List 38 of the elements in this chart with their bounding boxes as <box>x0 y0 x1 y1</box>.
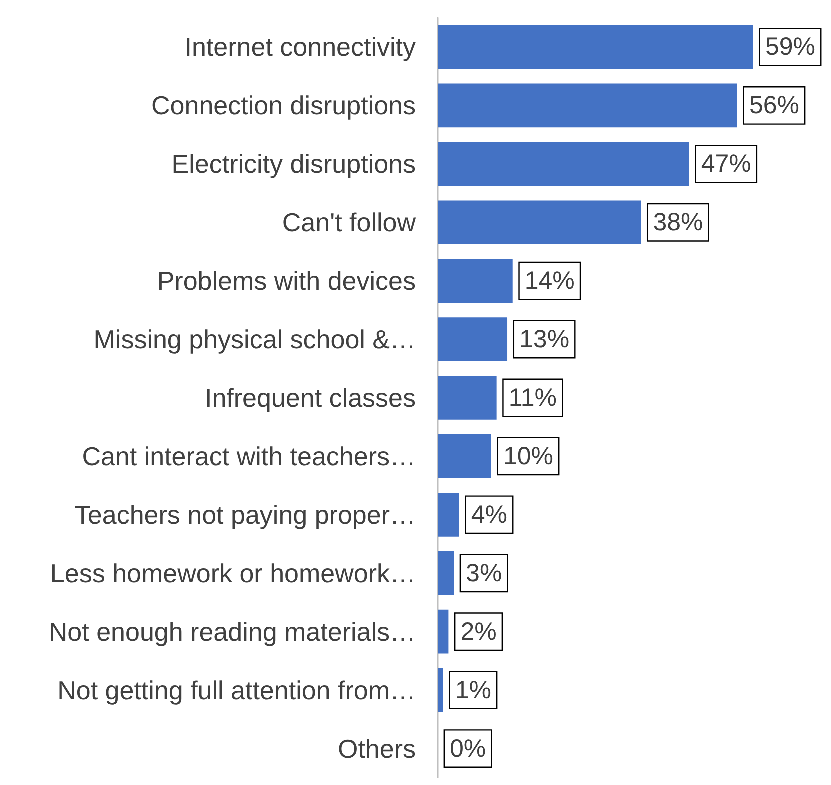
bar <box>438 493 460 537</box>
bar <box>438 142 690 186</box>
bar <box>438 434 492 478</box>
data-label: 11% <box>508 384 558 412</box>
y-tick-label: Teachers not paying proper… <box>74 500 416 530</box>
data-label: 47% <box>701 150 752 178</box>
data-label: 1% <box>455 676 492 704</box>
data-label: 38% <box>653 208 704 237</box>
y-tick-label: Cant interact with teachers… <box>82 441 416 472</box>
bar <box>438 318 508 362</box>
y-tick-label: Can't follow <box>282 208 416 238</box>
y-tick-label: Infrequent classes <box>204 383 416 413</box>
y-tick-label: Connection disruptions <box>152 90 416 121</box>
y-tick-label: Internet connectivity <box>184 32 416 62</box>
data-label: 3% <box>466 559 502 588</box>
data-label: 0% <box>450 734 486 763</box>
data-label: 59% <box>765 33 816 62</box>
y-tick-label: Electricity disruptions <box>172 149 416 180</box>
bar <box>438 259 513 303</box>
bar <box>438 376 497 420</box>
y-tick-label: Problems with devices <box>157 266 416 296</box>
data-label: 56% <box>749 92 800 120</box>
data-label: 4% <box>471 500 508 529</box>
data-label: 13% <box>520 326 570 354</box>
data-label: 2% <box>460 618 497 646</box>
y-tick-label: Less homework or homework… <box>50 558 416 588</box>
bar <box>438 200 642 245</box>
bar <box>438 25 754 70</box>
data-label: 10% <box>503 442 554 470</box>
bar <box>438 610 449 654</box>
bar <box>438 84 738 128</box>
y-tick-label: Not getting full attention from… <box>58 675 416 706</box>
bar <box>438 551 454 596</box>
y-tick-label: Missing physical school &… <box>94 324 416 355</box>
bar <box>438 668 444 712</box>
y-tick-label: Others <box>338 734 416 764</box>
data-label: 14% <box>524 267 575 296</box>
y-tick-label: Not enough reading materials… <box>48 616 416 647</box>
